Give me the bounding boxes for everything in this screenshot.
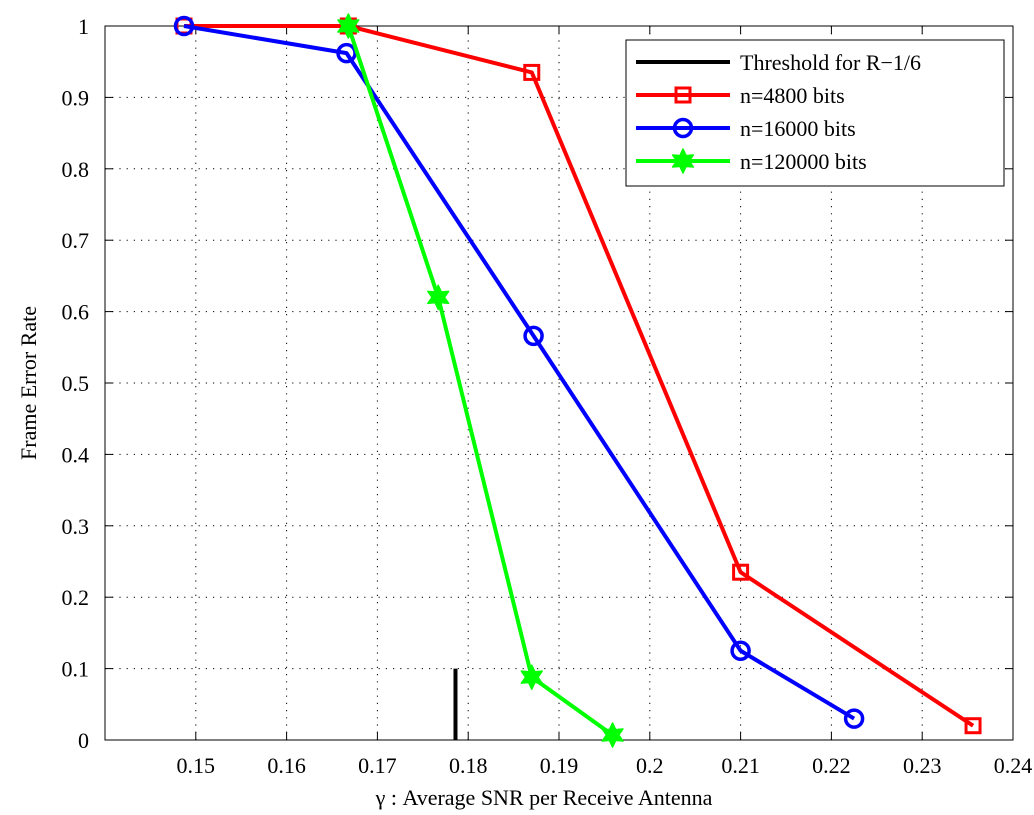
y-tick-label: 0.5 — [62, 371, 90, 396]
y-tick-label: 0.6 — [62, 300, 90, 325]
y-tick-label: 0.9 — [62, 85, 90, 110]
tick-labels: 0.15 0.16 0.17 0.18 0.19 0.2 0.21 0.22 0.23 0.240… — [62, 14, 1033, 778]
x-tick-label: 0.23 — [903, 753, 942, 778]
data-point — [601, 722, 624, 748]
grid — [105, 26, 1013, 740]
series-2 — [173, 15, 865, 729]
y-axis-title: Frame Error Rate — [16, 306, 41, 460]
legend-label: n=120000 bits — [740, 149, 867, 174]
data-point — [520, 664, 543, 690]
series-line — [184, 24, 975, 728]
legend-entry: n=120000 bits — [636, 148, 867, 174]
data-point — [337, 13, 360, 39]
x-tick-label: 0.21 — [721, 753, 760, 778]
x-tick-label: 0.2 — [636, 753, 664, 778]
legend-entry: Threshold for R−1/6 — [636, 50, 921, 75]
x-tick-label: 0.18 — [449, 753, 488, 778]
series-line — [183, 24, 856, 721]
legend-label: n=4800 bits — [740, 83, 845, 108]
legend-marker — [671, 148, 695, 174]
legend-label: n=16000 bits — [740, 116, 856, 141]
x-tick-label: 0.22 — [812, 753, 851, 778]
x-tick-label: 0.24 — [994, 753, 1033, 778]
x-tick-label: 0.17 — [358, 753, 397, 778]
legend-entry: n=16000 bits — [636, 116, 856, 141]
y-tick-label: 0.8 — [62, 157, 90, 182]
data-point — [523, 325, 544, 347]
x-tick-label: 0.19 — [540, 753, 579, 778]
data-point — [843, 708, 865, 729]
series-3 — [337, 13, 624, 748]
y-tick-label: 0.1 — [62, 657, 90, 682]
legend-entry: n=4800 bits — [636, 83, 845, 108]
series-line — [346, 25, 614, 737]
data-point — [732, 563, 750, 581]
legend-marker — [674, 86, 692, 104]
legend: Threshold for R−1/6 n=4800 bits n=16000 bi… — [625, 39, 1005, 187]
data-point — [964, 717, 982, 735]
x-axis-title: γ : Average SNR per Receive Antenna — [375, 785, 713, 810]
x-tick-label: 0.16 — [267, 753, 306, 778]
y-tick-label: 1 — [78, 14, 89, 39]
data-point — [427, 284, 450, 311]
data-point — [336, 42, 357, 64]
y-tick-label: 0.4 — [62, 442, 90, 467]
axes — [104, 25, 1014, 741]
y-tick-label: 0.7 — [62, 228, 90, 253]
y-tick-label: 0.2 — [62, 585, 90, 610]
data-point — [523, 63, 541, 81]
y-tick-label: 0 — [78, 728, 89, 753]
legend-label: Threshold for R−1/6 — [740, 50, 921, 75]
legend-marker — [672, 117, 694, 139]
data-point — [730, 640, 751, 661]
y-tick-label: 0.3 — [62, 514, 90, 539]
series-group — [173, 13, 982, 748]
x-tick-label: 0.15 — [177, 753, 216, 778]
data-point — [173, 15, 195, 37]
